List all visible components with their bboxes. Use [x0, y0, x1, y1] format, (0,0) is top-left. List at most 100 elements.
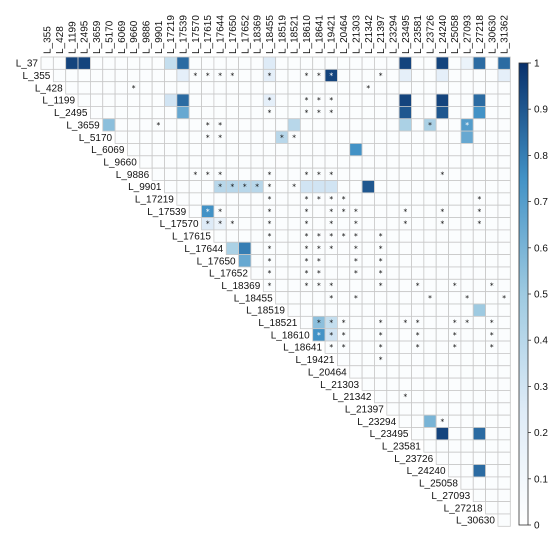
heatmap-cell: [374, 81, 388, 95]
heatmap-cell: [497, 377, 511, 391]
heatmap-cell: [472, 352, 487, 367]
heatmap-cell: [411, 241, 425, 256]
heatmap-cell: [238, 229, 252, 243]
significance-star: *: [354, 207, 358, 216]
heatmap-cell: [275, 217, 289, 231]
heatmap-cell: [324, 143, 338, 157]
heatmap-cell: [127, 130, 141, 144]
heatmap-cell: [485, 427, 499, 441]
significance-star: *: [317, 269, 321, 278]
significance-star: *: [354, 220, 358, 229]
heatmap-cell: [151, 56, 165, 70]
heatmap-cell: [139, 143, 153, 157]
heatmap-cell: [485, 229, 499, 243]
significance-star: *: [218, 220, 222, 229]
heatmap-cell: [485, 68, 499, 83]
heatmap-cell: [176, 68, 190, 83]
significance-star: *: [490, 319, 494, 328]
heatmap-cell: [398, 167, 412, 181]
significance-star: *: [329, 170, 333, 179]
heatmap-cell: [176, 155, 190, 169]
heatmap-cell: [435, 291, 449, 305]
heatmap-cell: [398, 118, 412, 132]
heatmap-cell: [287, 217, 301, 231]
heatmap-cell: [287, 167, 301, 181]
heatmap-cell: [176, 130, 190, 144]
heatmap-cell: [485, 241, 499, 256]
heatmap-cell: [485, 451, 499, 465]
significance-star: *: [292, 183, 296, 192]
heatmap-cell: [262, 118, 277, 132]
heatmap-cell: [324, 56, 338, 70]
heatmap-cell: [139, 81, 153, 95]
heatmap-cell: [213, 192, 227, 206]
heatmap-cell: [238, 143, 252, 157]
heatmap-cell: [361, 254, 375, 268]
significance-star: *: [490, 343, 494, 352]
heatmap-cell: [411, 217, 425, 231]
colorbar-tick-label: 0.5: [534, 290, 548, 301]
heatmap-cell: [238, 192, 252, 206]
heatmap-cell: [448, 81, 462, 95]
heatmap-cell: [299, 130, 314, 144]
heatmap-cell: [349, 365, 363, 379]
heatmap-cell: [361, 93, 375, 107]
heatmap-cell: [201, 81, 215, 95]
column-label: L_30630: [487, 15, 498, 54]
heatmap-cell: [374, 167, 388, 181]
heatmap-cell: [374, 143, 388, 157]
heatmap-cell: [275, 204, 289, 218]
heatmap-cell: [423, 167, 437, 181]
heatmap-cell: [448, 143, 462, 157]
heatmap-cell: [176, 56, 190, 70]
column-label: L_27093: [463, 15, 474, 54]
heatmap-cell: [485, 476, 499, 490]
significance-star: *: [305, 257, 309, 266]
significance-star: *: [329, 232, 333, 241]
heatmap-cell: [472, 278, 487, 293]
row-label: L_19421: [295, 355, 334, 366]
heatmap-cell: [497, 118, 511, 132]
significance-star: *: [218, 121, 222, 130]
heatmap-cell: [299, 291, 314, 305]
heatmap-cell: [435, 229, 449, 243]
heatmap-cell: [151, 93, 165, 107]
heatmap-cell: [349, 118, 363, 132]
heatmap-cell: [188, 155, 202, 169]
heatmap-cell: [102, 118, 116, 132]
heatmap-cell: [361, 229, 375, 243]
heatmap-cell: [151, 106, 165, 120]
heatmap-cell: [324, 155, 338, 169]
heatmap-cell: [423, 278, 437, 293]
heatmap-cell: [225, 241, 240, 256]
heatmap-cell: [349, 278, 363, 293]
heatmap-cell: [448, 402, 462, 416]
row-label: L_37: [16, 59, 39, 70]
row-label: L_23726: [394, 454, 433, 465]
heatmap-cell: [275, 106, 289, 120]
heatmap-cell: [238, 217, 252, 231]
column-label: L_1199: [67, 21, 78, 54]
heatmap-cell: [262, 81, 277, 95]
significance-star: *: [206, 72, 210, 81]
heatmap-cell: [472, 476, 487, 490]
heatmap-cell: [225, 93, 240, 107]
heatmap-cell: [472, 155, 487, 169]
heatmap-cell: [164, 106, 178, 120]
heatmap-cell: [349, 143, 363, 157]
significance-star: *: [441, 417, 445, 426]
heatmap-cell: [472, 180, 487, 194]
heatmap-cell: [127, 118, 141, 132]
column-label: L_23726: [426, 15, 437, 54]
heatmap-cell: [448, 254, 462, 268]
heatmap-cell: [411, 118, 425, 132]
heatmap-cell: [139, 93, 153, 107]
heatmap-cell: [423, 303, 437, 317]
heatmap-cell: [77, 68, 91, 83]
heatmap-cell: [485, 402, 499, 416]
heatmap-cell: [275, 155, 289, 169]
heatmap-cell: [361, 328, 375, 342]
heatmap-cell: [423, 204, 437, 218]
heatmap-cell: [275, 81, 289, 95]
significance-star: *: [132, 84, 136, 93]
